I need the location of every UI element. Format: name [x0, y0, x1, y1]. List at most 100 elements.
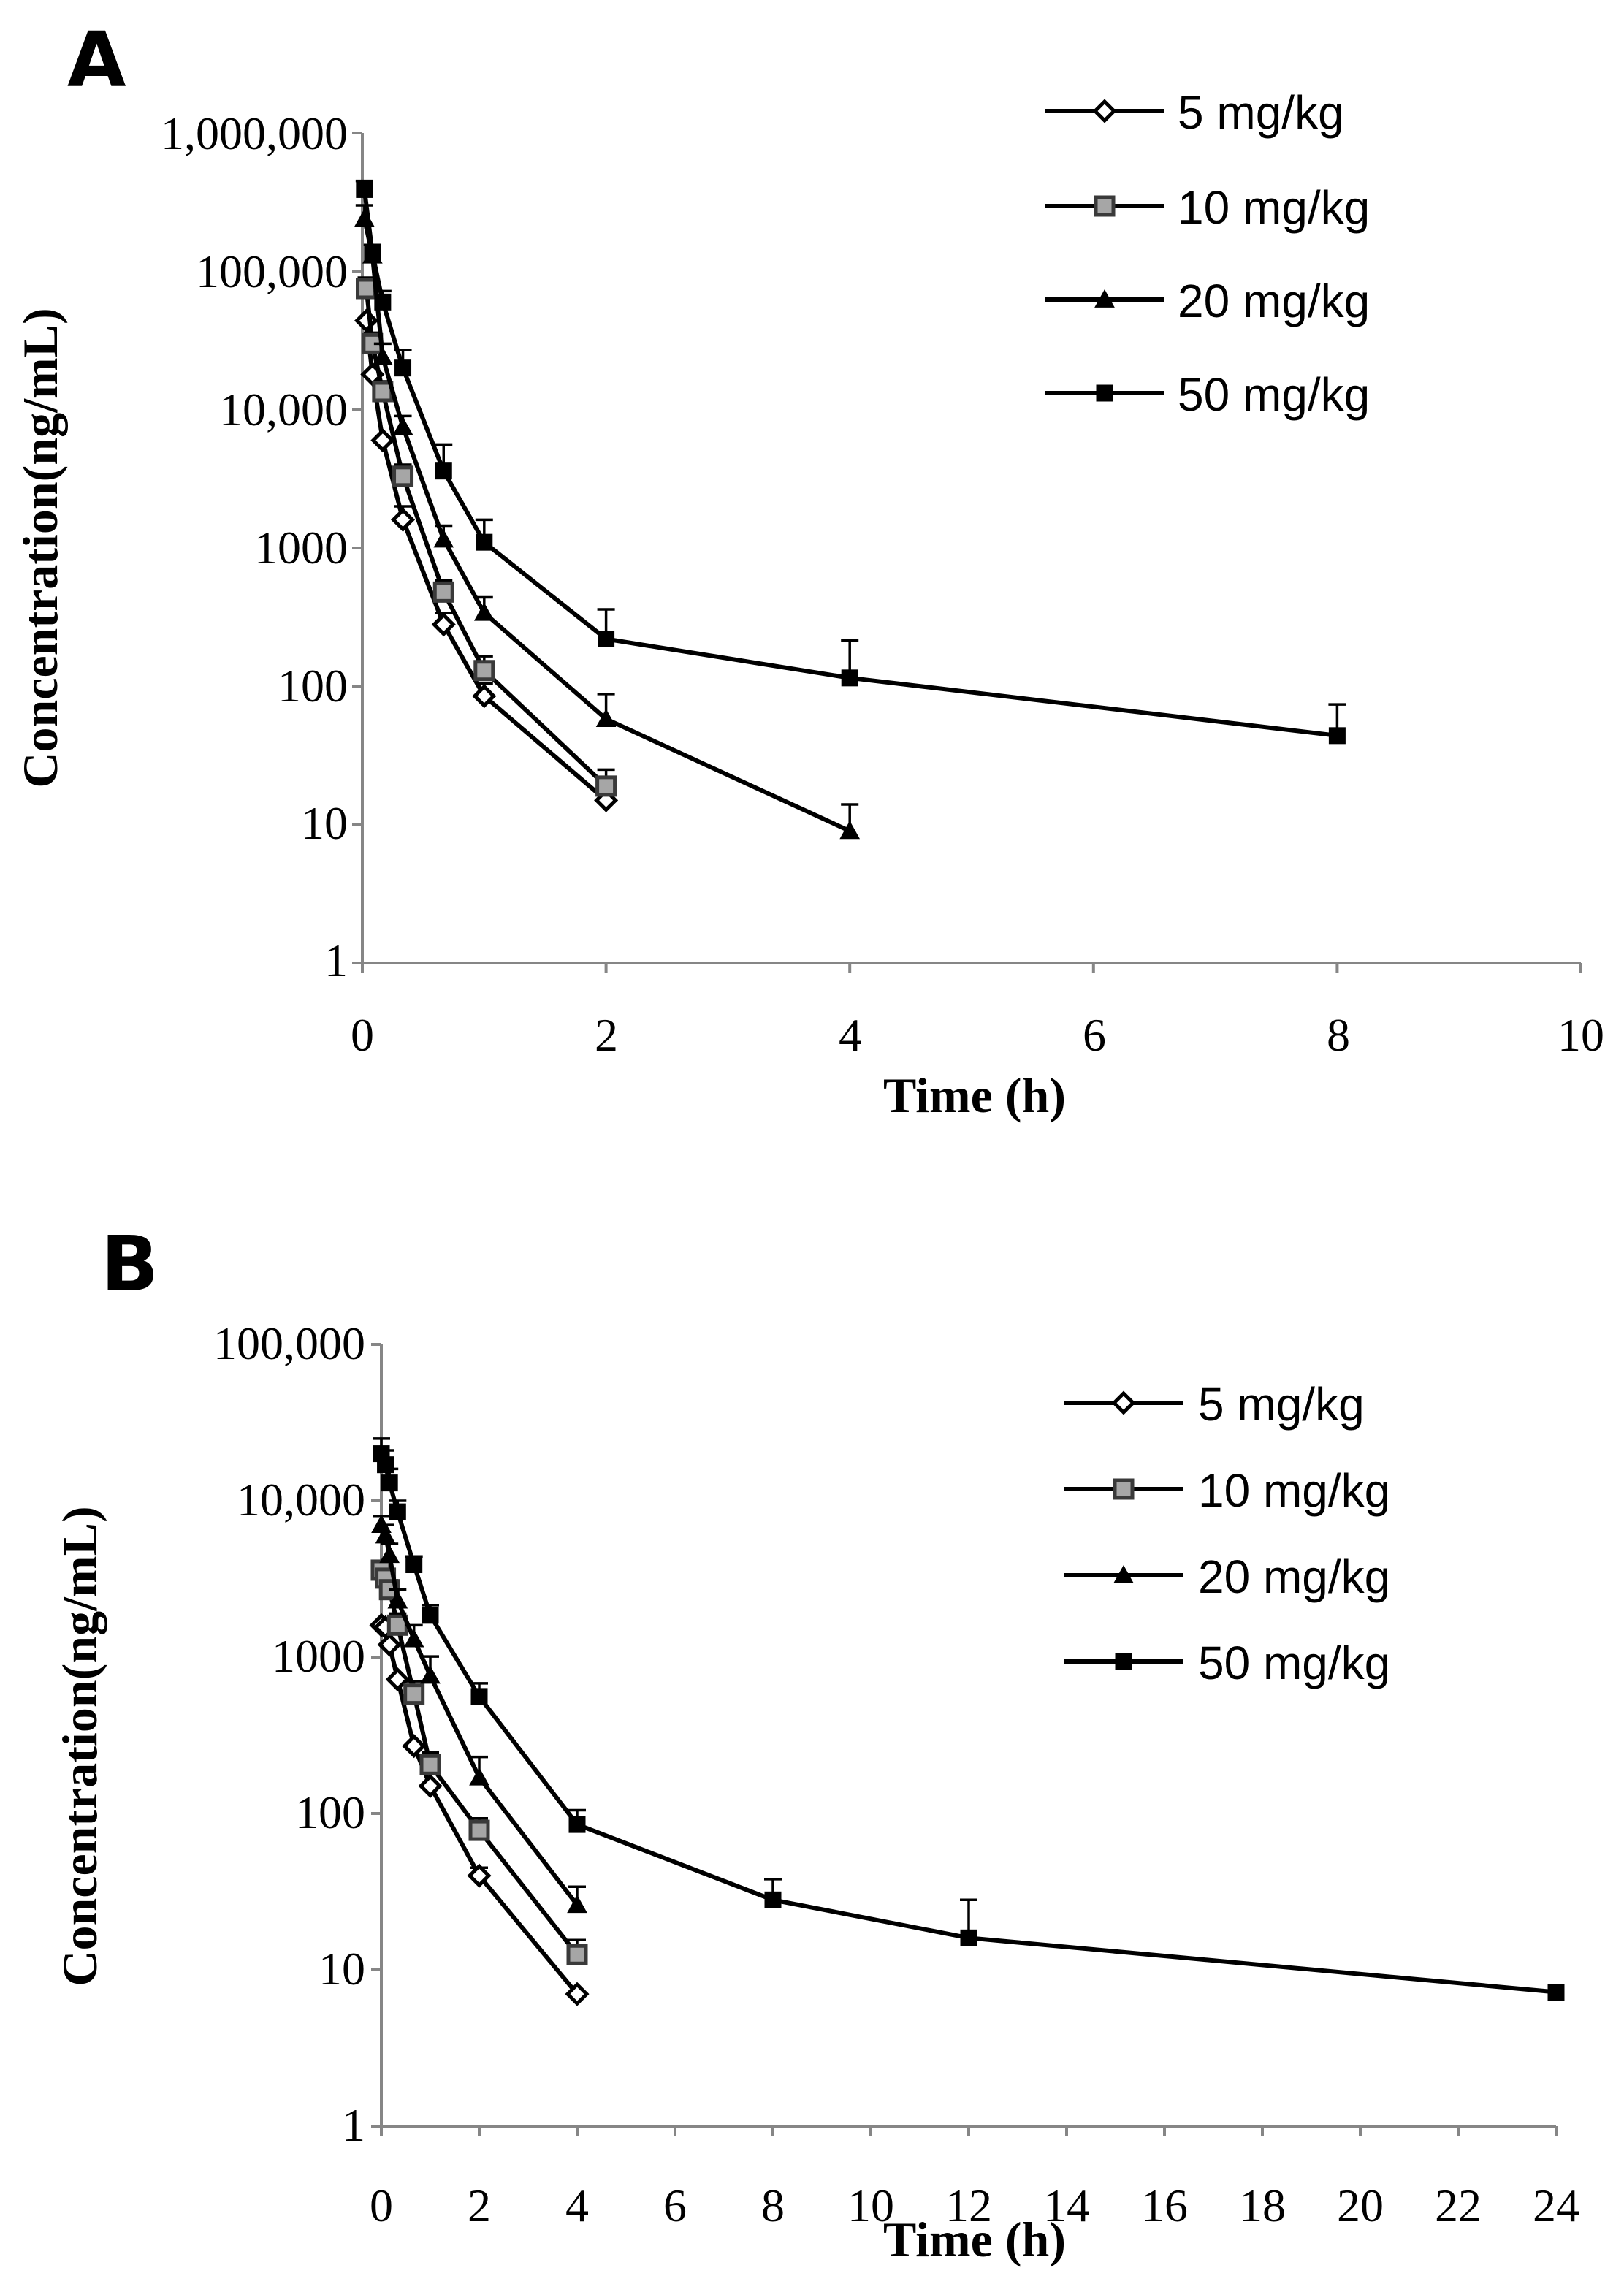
series-50-mg-kg — [373, 1437, 1565, 2001]
data-point-triangle — [433, 529, 454, 548]
series-5-mg-kg — [354, 308, 619, 812]
panel-b-label: B — [101, 1219, 159, 1309]
legend-item — [1045, 195, 1164, 217]
legend-label: 10 mg/kg — [1178, 181, 1370, 234]
data-point-square — [432, 581, 454, 603]
panel-a-x-axis-title: Time (h) — [883, 1067, 1066, 1123]
data-point-square — [1113, 1478, 1135, 1500]
data-point-diamond — [472, 684, 497, 709]
x-tick-label: 10 — [847, 2180, 894, 2231]
x-tick-label: 0 — [351, 1009, 374, 1061]
data-point-triangle — [1094, 289, 1115, 308]
data-point-diamond — [370, 428, 395, 453]
data-point-square-filled — [476, 533, 493, 551]
y-tick-label: 1,000,000 — [161, 107, 348, 159]
data-point-diamond — [385, 1667, 410, 1692]
data-point-diamond — [431, 612, 456, 637]
series-line — [362, 218, 851, 834]
data-point-square-filled — [394, 359, 412, 377]
axes — [352, 132, 1582, 973]
data-point-triangle — [839, 821, 861, 840]
data-point-square-filled — [470, 1688, 488, 1705]
panel-a-y-axis-title: Concentration(ng/mL) — [12, 308, 68, 788]
axes — [371, 1343, 1558, 2136]
legend-item — [1045, 99, 1164, 123]
legend-label: 50 mg/kg — [1198, 1637, 1390, 1689]
x-tick-label: 20 — [1337, 2180, 1384, 2231]
panel-b: B Concentration(ng/mL) Time (h) 1 10 100… — [52, 1219, 1579, 2267]
data-point-triangle — [595, 709, 617, 728]
legend-label: 50 mg/kg — [1178, 368, 1370, 421]
series-line — [379, 1524, 579, 1907]
data-point-diamond — [1092, 99, 1117, 123]
data-point-square-filled — [1096, 384, 1113, 402]
data-point-square-filled — [422, 1607, 439, 1624]
panel-a-label: A — [67, 15, 126, 104]
panel-b-y-tick-labels: 1 10 100 1000 10,000 100,000 — [213, 1317, 365, 2151]
data-point-diamond — [467, 1863, 492, 1888]
data-point-square — [468, 1819, 490, 1841]
legend-item — [1064, 1564, 1183, 1583]
legend-item — [1045, 289, 1164, 308]
data-point-triangle — [567, 1895, 587, 1914]
data-point-diamond — [377, 1632, 402, 1657]
data-point-square — [392, 465, 414, 487]
data-point-diamond — [391, 507, 416, 532]
y-tick-label: 100 — [295, 1786, 365, 1838]
data-point-diamond — [402, 1734, 427, 1759]
panel-b-legend: 5 mg/kg 10 mg/kg 20 mg/kg 50 mg/kg — [1198, 1378, 1390, 1689]
series-5-mg-kg — [369, 1613, 590, 2006]
data-point-square — [566, 1944, 588, 1965]
data-point-square-filled — [381, 1474, 398, 1492]
panel-a: A Concentration(ng/mL) Time (h) 1 10 100… — [12, 15, 1604, 1123]
x-tick-label: 16 — [1141, 2180, 1188, 2231]
x-tick-label: 8 — [1327, 1009, 1350, 1061]
data-point-square-filled — [389, 1503, 406, 1520]
x-tick-label: 6 — [663, 2180, 687, 2231]
data-point-square — [372, 381, 394, 403]
series-10-mg-kg — [356, 276, 617, 797]
legend-item — [1064, 1478, 1183, 1500]
data-point-square-filled — [1328, 727, 1346, 745]
y-tick-label: 1 — [324, 934, 348, 986]
panel-a-y-tick-labels: 1 10 100 1000 10,000 100,000 1,000,000 — [161, 107, 348, 986]
y-tick-label: 1000 — [272, 1630, 365, 1682]
data-point-square-filled — [364, 245, 381, 262]
legend-label: 5 mg/kg — [1198, 1378, 1365, 1431]
data-point-triangle — [387, 1590, 408, 1609]
data-point-triangle — [473, 602, 495, 621]
y-tick-label: 1000 — [254, 522, 348, 574]
data-point-diamond — [354, 308, 379, 333]
data-point-square — [473, 660, 495, 682]
data-point-square-filled — [377, 1456, 394, 1474]
y-tick-label: 100 — [278, 660, 348, 712]
x-tick-label: 0 — [370, 2180, 393, 2231]
y-tick-label: 10 — [301, 797, 348, 849]
data-point-triangle — [469, 1767, 489, 1786]
x-tick-label: 24 — [1533, 2180, 1579, 2231]
series-line — [364, 320, 608, 802]
y-tick-label: 100,000 — [196, 245, 348, 297]
data-point-diamond — [565, 1982, 590, 2006]
data-point-square-filled — [841, 669, 858, 687]
data-point-triangle — [403, 1629, 424, 1648]
y-tick-label: 10,000 — [237, 1474, 365, 1526]
legend-label: 5 mg/kg — [1178, 86, 1344, 139]
data-point-diamond — [1111, 1390, 1136, 1415]
data-point-square — [403, 1683, 425, 1705]
x-tick-label: 10 — [1558, 1009, 1604, 1061]
data-point-diamond — [418, 1773, 443, 1798]
x-tick-label: 6 — [1083, 1009, 1106, 1061]
data-point-square-filled — [1115, 1653, 1132, 1670]
data-point-square — [419, 1754, 441, 1775]
data-point-square-filled — [764, 1891, 782, 1908]
legend-item — [1064, 1653, 1183, 1670]
data-point-square-filled — [374, 293, 392, 311]
data-point-square-filled — [356, 180, 373, 198]
y-tick-label: 10 — [319, 1943, 365, 1995]
x-tick-label: 12 — [945, 2180, 992, 2231]
legend-item — [1064, 1390, 1183, 1415]
series-20-mg-kg — [371, 1514, 587, 1914]
data-point-triangle — [1113, 1564, 1134, 1583]
